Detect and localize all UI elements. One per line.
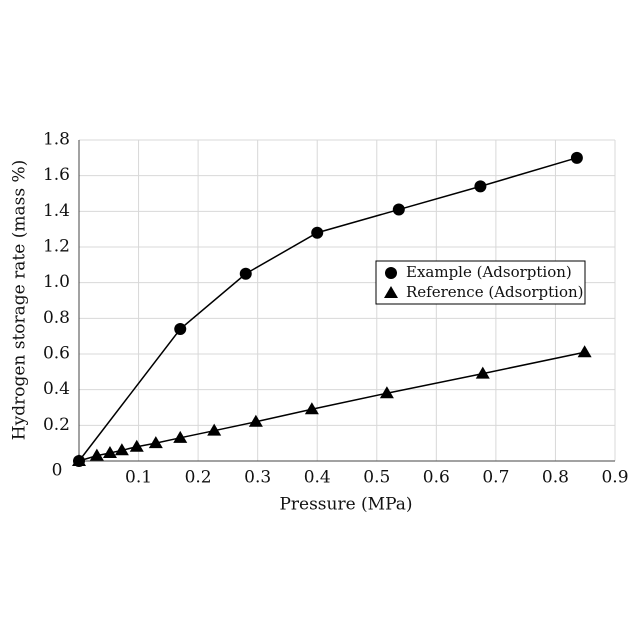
y-tick-label: 1.4 [43,201,70,221]
y-axis-label: Hydrogen storage rate (mass %) [10,160,30,440]
y-tick-label: 0.2 [43,415,70,435]
y-tick-label: 0 [52,461,63,481]
chart: Pressure (MPa) Hydrogen storage rate (ma… [0,0,640,640]
x-tick-label: 0.1 [125,468,152,488]
data-point [240,268,252,280]
x-axis-label: Pressure (MPa) [279,495,412,515]
y-tick-label: 1.8 [43,130,70,150]
y-tick-label: 1.0 [43,272,70,292]
data-point [311,227,323,239]
y-tick-label: 0.4 [43,379,70,399]
legend-label: Reference (Adsorption) [406,283,584,301]
data-point [578,345,592,357]
x-tick-label: 0.4 [304,468,331,488]
data-point [474,180,486,192]
x-tick-label: 0.8 [542,468,569,488]
legend-marker [385,267,397,279]
y-tick-label: 0.6 [43,344,70,364]
y-tick-label: 1.6 [43,165,70,185]
legend-label: Example (Adsorption) [406,263,572,281]
x-tick-label: 0.7 [482,468,509,488]
data-point [174,323,186,335]
y-tick-label: 0.8 [43,308,70,328]
x-tick-label: 0.2 [185,468,212,488]
x-tick-label: 0.9 [601,468,628,488]
series-line [79,158,577,461]
x-tick-label: 0.3 [244,468,271,488]
y-tick-label: 1.2 [43,237,70,257]
x-tick-label: 0.5 [363,468,390,488]
data-point [571,152,583,164]
data-point [393,204,405,216]
x-tick-label: 0.6 [423,468,450,488]
